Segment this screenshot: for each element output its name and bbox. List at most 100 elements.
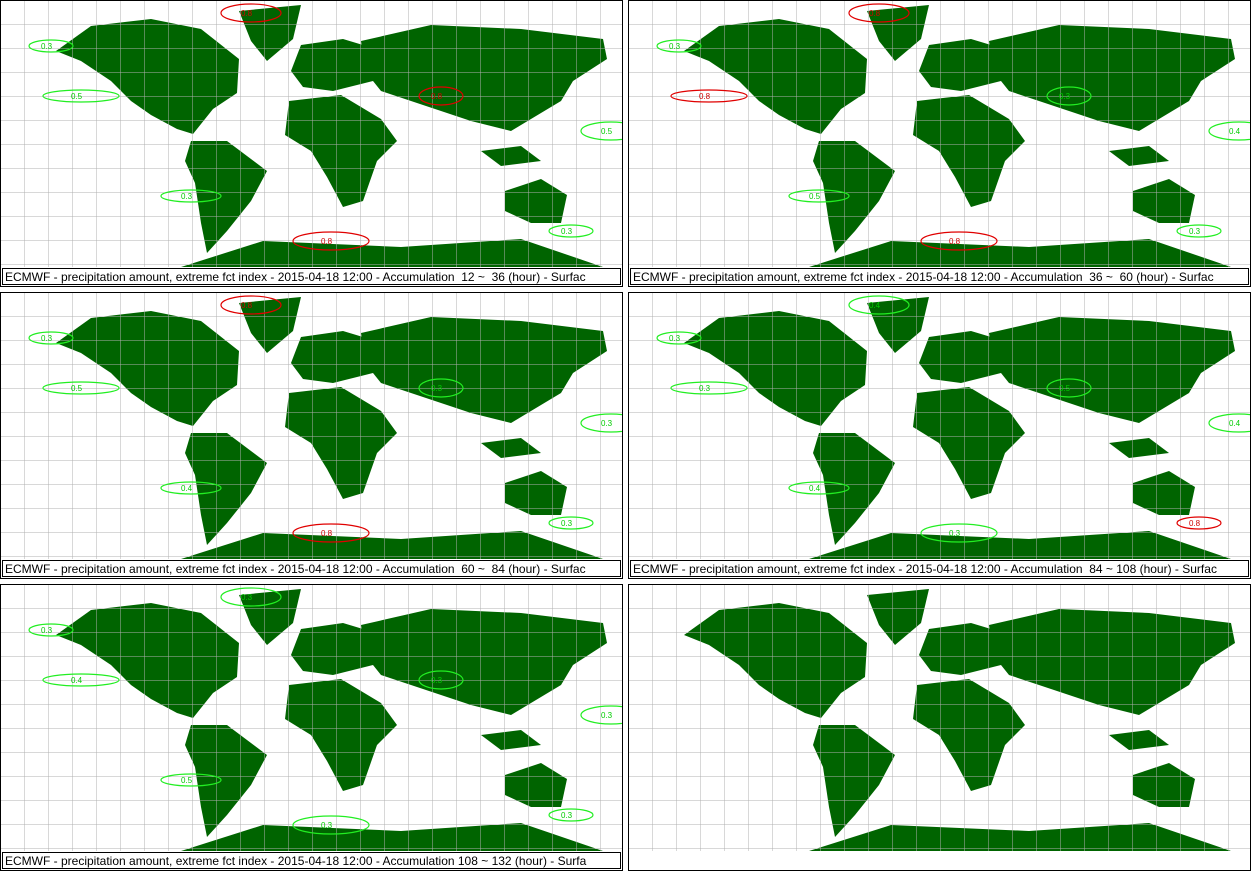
caption: ECMWF - precipitation amount, extreme fc…	[630, 560, 1249, 577]
contour	[292, 523, 370, 543]
contour-label: 0.5	[181, 776, 193, 785]
caption: ECMWF - precipitation amount, extreme fc…	[2, 268, 621, 285]
contour	[292, 231, 370, 251]
contour	[670, 89, 748, 103]
contour-label: 0.3	[601, 711, 613, 720]
contour-label: 0.4	[809, 484, 821, 493]
lat-lon-grid	[1, 293, 622, 559]
contour-label: 0.3	[241, 593, 253, 602]
map-panel: 0.3 0.4 0.3 0.5 0.4 0.3 0.8 0.4 ECMWF - precipit…	[628, 292, 1251, 579]
contour	[548, 808, 594, 822]
contour-label: 0.3	[431, 676, 443, 685]
contour	[656, 331, 702, 345]
contour	[788, 189, 850, 203]
contour	[656, 39, 702, 53]
contour-label: 0.3	[1189, 227, 1201, 236]
contour-label: 0.5	[71, 384, 83, 393]
contour-label: 0.3	[41, 42, 53, 51]
contour-label: 0.5	[809, 192, 821, 201]
contour	[28, 331, 74, 345]
contour	[160, 189, 222, 203]
contour-label: 0.3	[561, 519, 573, 528]
lat-lon-grid	[629, 293, 1250, 559]
contour	[548, 516, 594, 530]
world-map: 0.3 0.4 0.3 0.5 0.4 0.3 0.8 0.4	[629, 293, 1250, 559]
contour-label: 0.8	[869, 9, 881, 18]
contour-label: 0.5	[71, 92, 83, 101]
contour	[28, 39, 74, 53]
caption: ECMWF - precipitation amount, extreme fc…	[630, 268, 1249, 285]
lat-lon-grid	[629, 585, 1250, 851]
contour	[920, 231, 998, 251]
contour	[1046, 86, 1092, 106]
contour	[848, 3, 910, 23]
contour	[1208, 413, 1250, 433]
lat-lon-grid	[629, 1, 1250, 267]
contour-label: 0.4	[1229, 127, 1241, 136]
world-map: 0.3 0.8 0.8 0.3 0.5 0.8 0.3 0.4	[629, 1, 1250, 267]
contour	[28, 623, 74, 637]
contour-label: 0.8	[949, 237, 961, 246]
contour-label: 0.3	[1059, 92, 1071, 101]
contour	[1208, 121, 1250, 141]
contour-label: 0.8	[431, 92, 443, 101]
contour	[160, 481, 222, 495]
contour	[788, 481, 850, 495]
map-panel: 0.3 0.8 0.5 0.8 0.3 0.8 0.3 0.5 ECMWF - precipit…	[0, 0, 623, 287]
contour	[1176, 516, 1222, 530]
contour-label: 0.3	[431, 384, 443, 393]
contour	[670, 381, 748, 395]
map-panel	[628, 584, 1251, 871]
map-panel: 0.3 0.3 0.4 0.3 0.5 0.3 0.3 0.3 ECMWF - precipit…	[0, 584, 623, 871]
contour-label: 0.4	[71, 676, 83, 685]
caption: ECMWF - precipitation amount, extreme fc…	[2, 852, 621, 869]
contour	[418, 86, 464, 106]
contour-label: 0.3	[669, 334, 681, 343]
contour-label: 0.5	[1059, 384, 1071, 393]
contour-label: 0.8	[699, 92, 711, 101]
contour	[42, 89, 120, 103]
contour-label: 0.8	[241, 9, 253, 18]
contour	[580, 413, 622, 433]
lat-lon-grid	[1, 1, 622, 267]
map-panel: 0.3 0.8 0.8 0.3 0.5 0.8 0.3 0.4 ECMWF - precipit…	[628, 0, 1251, 287]
contour-label: 0.3	[41, 626, 53, 635]
world-map: 0.3 0.8 0.5 0.3 0.4 0.8 0.3 0.3	[1, 293, 622, 559]
contour	[160, 773, 222, 787]
world-map	[629, 585, 1250, 851]
contour-label: 0.3	[669, 42, 681, 51]
contour	[220, 295, 282, 315]
lat-lon-grid	[1, 585, 622, 851]
contour-label: 0.8	[321, 237, 333, 246]
contour	[848, 295, 910, 315]
contour-label: 0.3	[949, 529, 961, 538]
contour-label: 0.3	[561, 811, 573, 820]
contour-label: 0.8	[241, 301, 253, 310]
contour	[920, 523, 998, 543]
world-map: 0.3 0.8 0.5 0.8 0.3 0.8 0.3 0.5	[1, 1, 622, 267]
contour-label: 0.3	[561, 227, 573, 236]
contour-label: 0.3	[41, 334, 53, 343]
contour-label: 0.4	[181, 484, 193, 493]
contour-label: 0.8	[321, 529, 333, 538]
contour	[220, 587, 282, 607]
contour-label: 0.3	[321, 821, 333, 830]
caption: ECMWF - precipitation amount, extreme fc…	[2, 560, 621, 577]
contour-label: 0.3	[699, 384, 711, 393]
contour-label: 0.4	[869, 301, 881, 310]
contour	[220, 3, 282, 23]
contour	[548, 224, 594, 238]
contour	[418, 378, 464, 398]
contour	[292, 815, 370, 835]
contour-label: 0.3	[181, 192, 193, 201]
map-panel: 0.3 0.8 0.5 0.3 0.4 0.8 0.3 0.3 ECMWF - precipit…	[0, 292, 623, 579]
contour	[418, 670, 464, 690]
contour	[1046, 378, 1092, 398]
contour-label: 0.4	[1229, 419, 1241, 428]
contour	[42, 673, 120, 687]
contour	[580, 705, 622, 725]
contour	[42, 381, 120, 395]
world-map: 0.3 0.3 0.4 0.3 0.5 0.3 0.3 0.3	[1, 585, 622, 851]
contour-label: 0.5	[601, 127, 613, 136]
